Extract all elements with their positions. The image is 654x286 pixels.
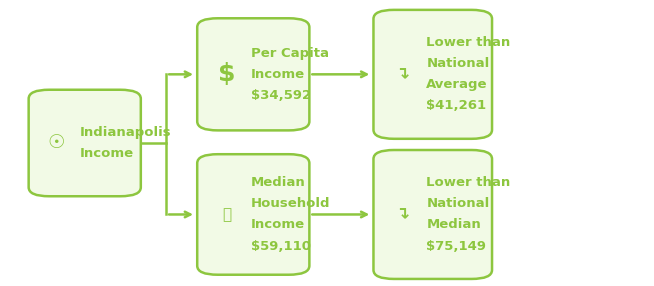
Text: Income: Income [250, 219, 305, 231]
Text: Median: Median [250, 176, 305, 189]
Text: Median: Median [426, 219, 481, 231]
FancyBboxPatch shape [373, 10, 492, 139]
Text: Income: Income [80, 147, 134, 160]
Text: ⨆: ⨆ [222, 207, 231, 222]
FancyBboxPatch shape [198, 18, 309, 130]
Text: $: $ [218, 62, 235, 86]
Text: National: National [426, 57, 490, 70]
FancyBboxPatch shape [29, 90, 141, 196]
Text: $34,592: $34,592 [250, 89, 311, 102]
Text: Indianapolis: Indianapolis [80, 126, 172, 139]
Text: ↴: ↴ [395, 65, 409, 83]
Text: Lower than: Lower than [426, 36, 511, 49]
Text: $41,261: $41,261 [426, 99, 487, 112]
Text: ↴: ↴ [395, 205, 409, 223]
FancyBboxPatch shape [373, 150, 492, 279]
Text: Lower than: Lower than [426, 176, 511, 189]
Text: $59,110: $59,110 [250, 239, 311, 253]
Text: Average: Average [426, 78, 488, 91]
Text: Household: Household [250, 197, 330, 210]
Text: $75,149: $75,149 [426, 239, 487, 253]
Text: ☉: ☉ [47, 134, 65, 152]
Text: Per Capita: Per Capita [250, 47, 329, 60]
Text: National: National [426, 197, 490, 210]
FancyBboxPatch shape [198, 154, 309, 275]
Text: Income: Income [250, 68, 305, 81]
